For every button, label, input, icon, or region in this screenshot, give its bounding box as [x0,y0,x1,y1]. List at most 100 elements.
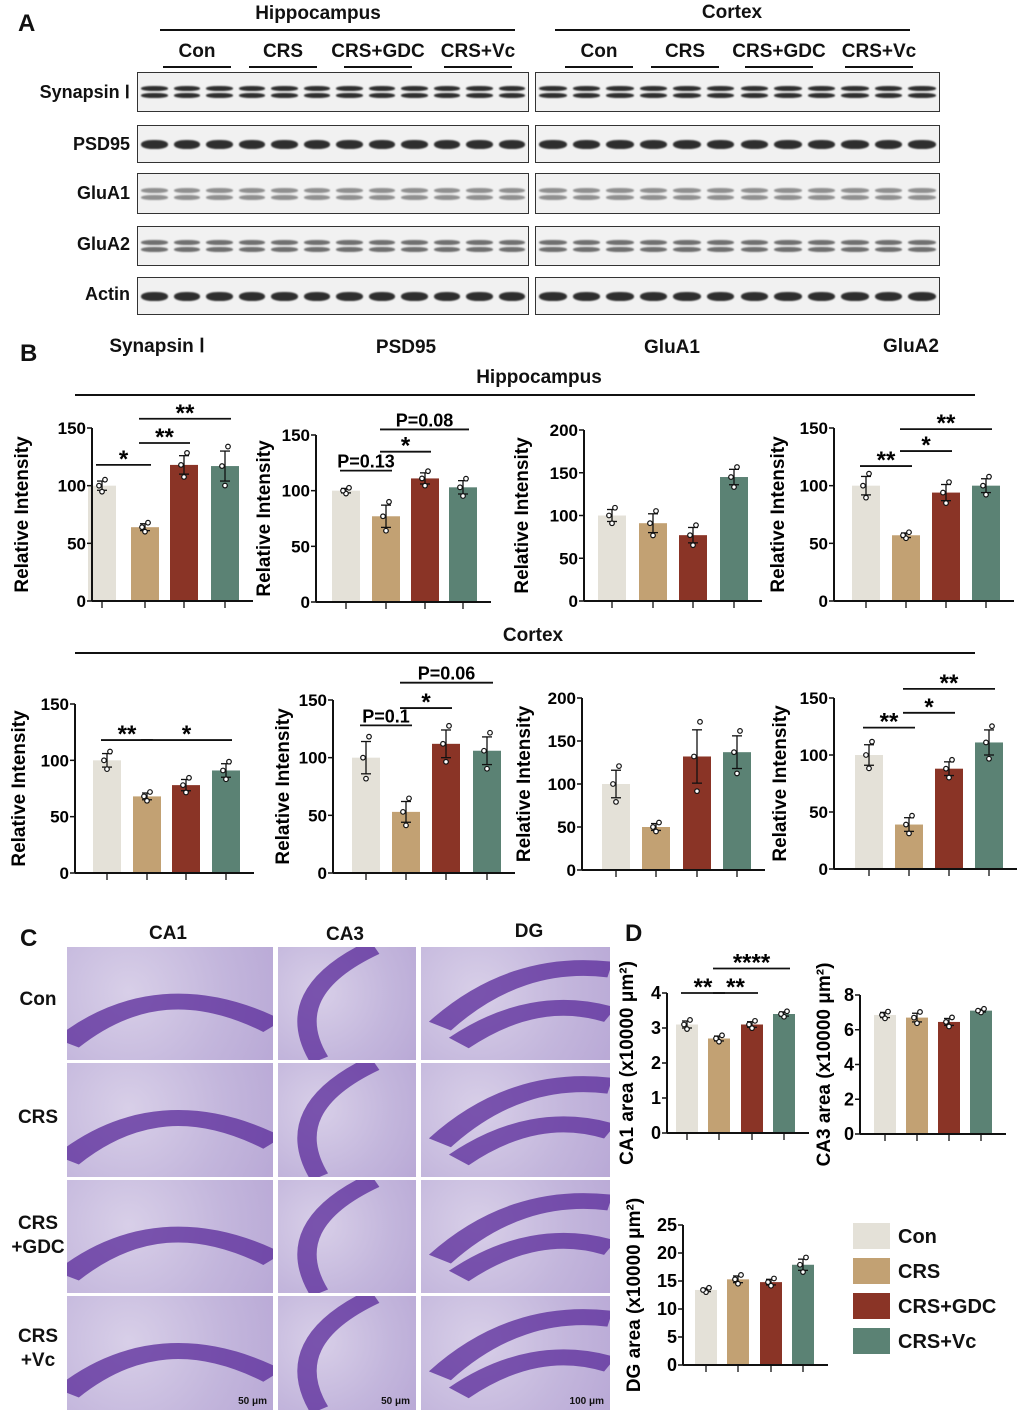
data-point [738,1272,744,1278]
bar-con [874,1014,896,1134]
data-point [609,520,615,527]
data-point [946,774,952,781]
blot-band [401,187,428,193]
blot-band [368,187,395,193]
data-point [363,775,369,782]
data-point [879,1012,885,1018]
divider [249,66,317,68]
blot-band [908,292,936,301]
bar-crs-gdc [170,464,198,601]
blot-band [498,247,525,252]
western-blot-strip [535,173,940,214]
blot-band [141,240,168,245]
y-tick-label: 150 [800,689,828,708]
blot-group-label: CRS [262,41,304,62]
blot-band [498,93,525,98]
blot-band [336,93,363,98]
y-tick-label: 100 [548,775,576,794]
blot-band [807,187,836,193]
significance-label: * [119,446,129,473]
legend-label: CRS [898,1261,941,1283]
y-axis-label: Relative Intensity [12,436,33,593]
bar-crs-gdc [741,1024,763,1133]
blot-band [206,240,233,245]
blot-band [539,93,567,98]
data-point [422,482,428,489]
blot-band [606,140,634,149]
neuron-layer [297,947,380,1060]
western-blot-strip [137,72,529,112]
bar-crs-gdc [172,785,200,873]
y-tick-label: 100 [800,746,828,765]
blot-row-label: Actin [85,284,130,304]
significance-label: ** [118,721,137,748]
data-point [713,1035,719,1042]
blot-band [336,187,363,193]
blot-band [206,140,233,149]
data-point [96,482,102,489]
blot-band [908,93,936,98]
blot-band [606,194,634,200]
histology-image: 100 μm [421,1296,610,1410]
legend-label: Con [898,1226,937,1248]
data-point [983,491,989,498]
column-title-dg: DG [514,921,544,942]
blot-band [238,93,265,98]
panel-label-c: C [20,925,38,952]
data-point [178,462,184,468]
blot-band [141,140,168,149]
cell-band [67,1110,273,1165]
blot-band [238,194,265,200]
divider [344,66,412,68]
blot-band [336,140,363,149]
row-label: CRS [17,1213,59,1234]
blot-band [303,247,330,252]
bar-crs-vc [211,466,239,601]
histology-image [421,1180,610,1293]
blot-band [206,292,233,301]
blot-band [740,86,769,91]
neuron-layer [67,993,273,1048]
data-point [99,488,105,495]
blot-band [173,247,200,252]
bar-con [695,1289,717,1365]
divider [845,66,913,68]
blot-group-label: CRS+Vc [440,41,516,62]
data-point [403,822,409,829]
data-point [866,470,872,477]
blot-band [368,140,395,149]
y-tick-label: 50 [308,806,327,825]
blot-band [606,292,634,301]
cell-band [67,1226,273,1281]
blot-band [572,140,601,149]
blot-band [706,292,735,301]
neuron-layer [67,1110,273,1165]
blot-band [401,247,428,252]
bar-crs-vc [970,1010,992,1134]
blot-band [572,247,601,252]
data-point [180,782,186,789]
blot-row-label: Synapsin Ⅰ [39,82,130,102]
blot-band [141,247,168,252]
y-tick-label: 100 [550,507,578,526]
blot-band [606,86,634,91]
row-label: Con [19,989,57,1010]
data-point [869,738,875,745]
legend-label: CRS+GDC [898,1296,997,1318]
data-point [142,528,148,535]
significance-label: * [421,689,431,716]
western-blot-strip [535,226,940,266]
blot-band [173,194,200,200]
blot-band [639,247,668,252]
bar-crs-gdc [760,1282,782,1365]
y-tick-label: 15 [657,1271,677,1291]
blot-band [774,247,802,252]
blot-band [141,187,168,193]
y-tick-label: 0 [667,1355,677,1375]
blot-band [271,194,298,200]
y-tick-label: 150 [800,419,828,438]
histology-image [67,1180,273,1293]
data-point [684,1026,690,1032]
blot-band [874,93,903,98]
blot-band [606,247,634,252]
